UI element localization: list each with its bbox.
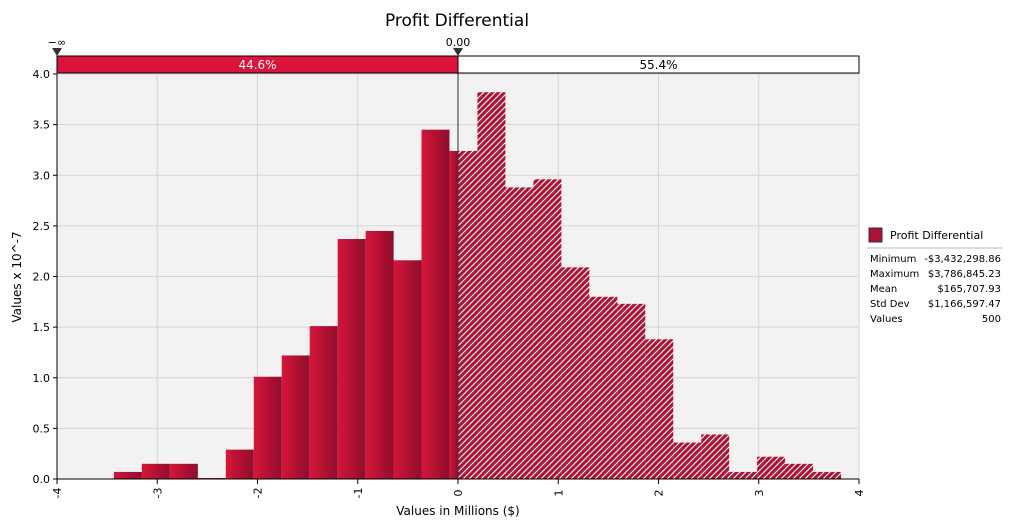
x-tick-label: 3 — [753, 490, 766, 497]
histogram-bar — [169, 463, 198, 479]
left-delimiter-handle-icon[interactable] — [52, 48, 62, 56]
y-axis-ticks: 0.0 0.5 1.0 1.5 2.0 2.5 3.0 3.5 4.0 — [33, 68, 57, 486]
legend: Profit Differential Minimum -$3,432,298.8… — [867, 227, 1003, 325]
y-tick-label: 3.5 — [33, 119, 51, 132]
histogram-bar — [533, 179, 562, 480]
left-delimiter-value: −∞ — [48, 36, 66, 49]
x-axis-label: Values in Millions ($) — [396, 504, 519, 518]
x-tick-label: 1 — [552, 490, 565, 497]
histogram-bar — [141, 463, 170, 479]
y-tick-label: 0.0 — [33, 473, 51, 486]
y-tick-label: 1.5 — [33, 321, 51, 334]
chart-title: Profit Differential — [385, 11, 529, 31]
histogram-bar — [757, 456, 786, 479]
center-delimiter-value: 0.00 — [446, 36, 471, 49]
histogram-bar — [309, 326, 338, 479]
histogram-bar — [561, 267, 590, 479]
x-tick-label: -1 — [352, 488, 365, 499]
histogram-bar — [813, 471, 842, 479]
stat-value: $1,166,597.47 — [928, 299, 1001, 310]
stat-value: $3,786,845.23 — [928, 269, 1001, 280]
histogram-bar — [421, 129, 450, 479]
histogram-bar — [337, 239, 366, 479]
legend-series-name: Profit Differential — [890, 229, 983, 242]
legend-swatch — [868, 227, 883, 243]
right-percent-label: 55.4% — [639, 58, 677, 72]
x-axis-ticks: -4 -3 -2 -1 0 1 2 3 4 — [51, 479, 866, 498]
x-tick-label: -4 — [51, 488, 64, 499]
stat-label: Minimum — [870, 254, 916, 265]
histogram-bar — [673, 442, 702, 479]
delimiter-right-region[interactable] — [457, 55, 860, 74]
y-tick-label: 1.0 — [33, 372, 51, 385]
histogram-bar — [253, 376, 282, 479]
histogram-bar — [197, 477, 226, 479]
histogram-bar — [589, 296, 618, 479]
y-tick-label: 3.0 — [33, 169, 51, 182]
histogram-bar — [729, 471, 758, 479]
histogram-bar — [785, 463, 814, 479]
stat-label: Maximum — [870, 269, 919, 280]
stat-label: Std Dev — [870, 299, 910, 310]
histogram-bar — [225, 449, 254, 479]
stat-label: Mean — [870, 284, 897, 295]
x-tick-label: 4 — [853, 490, 866, 497]
stat-value: -$3,432,298.86 — [924, 254, 1001, 265]
histogram-bar — [281, 355, 310, 479]
y-tick-label: 2.5 — [33, 220, 51, 233]
stat-value: $165,707.93 — [937, 284, 1001, 295]
histogram-bar — [477, 92, 506, 479]
histogram-bar — [365, 230, 394, 479]
y-tick-label: 0.5 — [33, 422, 51, 435]
left-percent-label: 44.6% — [238, 58, 276, 72]
histogram-bar — [113, 471, 142, 479]
y-tick-label: 4.0 — [33, 68, 51, 81]
x-tick-label: -2 — [252, 488, 265, 499]
legend-stats: Minimum -$3,432,298.86 Maximum $3,786,845.2… — [870, 254, 1001, 325]
histogram-bar — [449, 150, 458, 479]
y-axis-label: Values x 10^-7 — [10, 231, 24, 322]
histogram-bar — [505, 187, 534, 479]
histogram-bar — [458, 150, 478, 479]
histogram-bar — [393, 260, 422, 479]
histogram-bars — [113, 92, 842, 480]
histogram-bar — [617, 303, 646, 479]
x-tick-label: 2 — [653, 490, 666, 497]
histogram-bar — [701, 434, 730, 479]
center-delimiter-handle-icon[interactable] — [453, 48, 463, 56]
histogram-bar — [645, 339, 674, 479]
x-tick-label: 0 — [452, 490, 465, 497]
stat-label: Values — [870, 314, 903, 325]
stat-value: 500 — [982, 314, 1001, 325]
x-tick-label: -3 — [151, 488, 164, 499]
y-tick-label: 2.0 — [33, 271, 51, 284]
